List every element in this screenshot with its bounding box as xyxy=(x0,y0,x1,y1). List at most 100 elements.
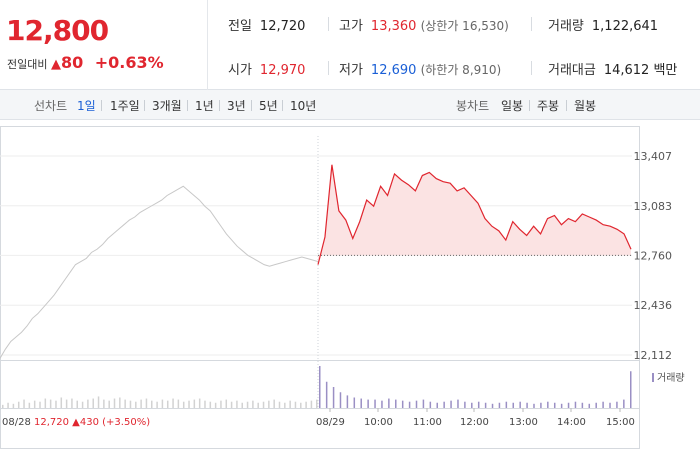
change-value: 80 xyxy=(60,53,84,72)
volume-bar-prev xyxy=(257,402,259,408)
volume-bar-today xyxy=(547,401,549,408)
volume-bar-prev xyxy=(28,402,31,408)
stat-amount: 거래대금 14,612 백만 xyxy=(548,59,677,78)
volume-bar-today xyxy=(401,400,404,408)
change-label: 전일대비 xyxy=(7,58,48,71)
volume-bar-today xyxy=(491,403,494,408)
divider xyxy=(531,17,532,31)
volume-bar-today xyxy=(464,401,466,408)
volume-legend-label: 거래량 xyxy=(657,372,685,384)
volume-bar-prev xyxy=(129,400,132,408)
volume-bar-prev xyxy=(44,398,47,408)
volume-bar-prev xyxy=(76,400,79,408)
x-tick-label: 11:00 xyxy=(413,417,442,428)
prev-day-close: 12,720 xyxy=(34,417,69,428)
y-tick-label: 13,083 xyxy=(634,200,673,213)
x-tick-label: 08/28 xyxy=(2,417,31,428)
volume-bar-prev xyxy=(92,398,94,408)
tab-monthly-candle[interactable]: 월봉 xyxy=(574,99,597,113)
stat-value: 12,720 xyxy=(259,19,306,34)
volume-bar-today xyxy=(353,397,356,408)
volume-bar-today xyxy=(443,401,445,408)
volume-bar-prev xyxy=(33,400,36,408)
volume-bar-today xyxy=(381,400,383,408)
chart-tabs-bar: 선차트 1일 1주일 3개월 1년 3년 5년 10년 봉차트 일봉 주봉 월봉 xyxy=(0,90,700,120)
volume-bar-prev xyxy=(209,401,212,408)
prev-day-change: 430 xyxy=(80,417,99,428)
divider xyxy=(282,100,283,111)
upper-limit: (상한가 16,530) xyxy=(420,19,509,33)
volume-bar-today xyxy=(374,399,376,408)
volume-bar-today xyxy=(422,399,425,408)
current-price: 12,800 xyxy=(6,14,109,47)
divider xyxy=(328,17,329,31)
volume-bar-prev xyxy=(23,399,25,408)
stat-label: 거래대금 xyxy=(548,63,596,78)
stats-panel: 전일 12,720 고가 13,360 (상한가 16,530) 거래량 1,122,… xyxy=(208,0,700,90)
volume-bar-today xyxy=(450,400,452,408)
tab-daily-candle[interactable]: 일봉 xyxy=(501,99,524,113)
line-chart-label: 선차트 xyxy=(34,99,68,113)
tab-1d[interactable]: 1일 xyxy=(77,99,96,113)
volume-bar-prev xyxy=(12,403,15,408)
stat-value: 1,122,641 xyxy=(591,19,659,34)
divider xyxy=(144,100,145,111)
tab-5y[interactable]: 5년 xyxy=(259,99,278,113)
volume-bar-today xyxy=(436,402,438,408)
tab-10y[interactable]: 10년 xyxy=(290,99,317,113)
stat-prev-close: 전일 12,720 xyxy=(228,15,305,34)
stat-label: 거래량 xyxy=(548,19,584,34)
stat-value: 13,360 xyxy=(370,19,417,34)
volume-bar-today xyxy=(526,402,528,408)
volume-bar-prev xyxy=(87,399,89,408)
divider xyxy=(529,100,530,111)
tab-1y[interactable]: 1년 xyxy=(195,99,214,113)
tab-1w[interactable]: 1주일 xyxy=(110,99,140,113)
volume-bar-prev xyxy=(49,399,52,408)
volume-bar-prev xyxy=(268,400,270,408)
volume-bar-prev xyxy=(204,400,206,408)
volume-bar-today xyxy=(505,401,508,408)
tab-weekly-candle[interactable]: 주봉 xyxy=(537,99,560,113)
stat-label: 전일 xyxy=(228,19,252,34)
volume-bar-prev xyxy=(236,400,238,408)
volume-bar-today xyxy=(484,402,487,408)
volume-bar-prev xyxy=(108,400,110,408)
volume-bar-prev xyxy=(316,399,318,408)
stat-volume: 거래량 1,122,641 xyxy=(548,15,658,34)
volume-bar-prev xyxy=(310,400,313,408)
volume-bar-today xyxy=(512,402,515,408)
volume-bar-today xyxy=(609,402,611,408)
volume-bar-prev xyxy=(230,401,233,408)
volume-bar-today xyxy=(595,402,597,408)
volume-bar-prev xyxy=(140,399,142,408)
volume-bar-today xyxy=(560,403,563,408)
stat-high: 고가 13,360 (상한가 16,530) xyxy=(339,15,509,34)
volume-bar-prev xyxy=(289,400,291,408)
stat-label: 시가 xyxy=(228,63,252,78)
volume-bar-prev xyxy=(97,396,100,408)
volume-bar-today xyxy=(360,398,362,408)
volume-bar-prev xyxy=(81,401,84,408)
volume-bar-today xyxy=(540,402,542,408)
tab-3y[interactable]: 3년 xyxy=(227,99,246,113)
volume-bar-prev xyxy=(305,401,307,408)
chart-area: 13,407 13,083 12,760 12,436 12,112 거래량 08/28 08… xyxy=(0,120,700,450)
volume-bar-today xyxy=(567,402,570,408)
volume-bar-prev xyxy=(172,398,174,408)
y-tick-label: 13,407 xyxy=(634,150,673,163)
volume-bar-prev xyxy=(214,402,217,408)
y-tick-label: 12,112 xyxy=(634,349,673,362)
x-tick-label: 12:00 xyxy=(460,417,489,428)
divider xyxy=(101,100,102,111)
volume-bar-prev xyxy=(225,399,228,408)
volume-bar-today xyxy=(498,402,501,408)
volume-bar-today xyxy=(395,399,397,408)
volume-bar-prev xyxy=(103,399,105,408)
stat-open: 시가 12,970 xyxy=(228,59,305,78)
tab-3m[interactable]: 3개월 xyxy=(152,99,182,113)
up-arrow-icon: ▲ xyxy=(69,417,80,428)
stat-low: 저가 12,690 (하한가 8,910) xyxy=(339,59,501,78)
y-tick-label: 12,436 xyxy=(634,299,673,312)
volume-bar-prev xyxy=(55,400,57,408)
